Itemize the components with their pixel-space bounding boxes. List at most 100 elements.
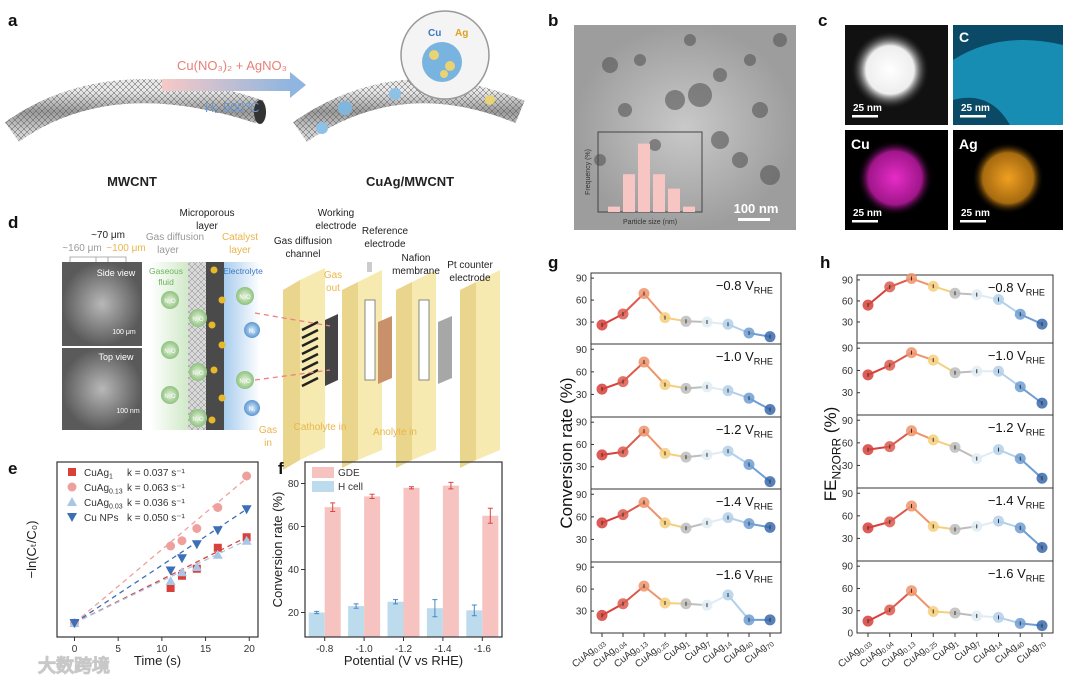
gaseous-fluid-1: Gaseous xyxy=(149,266,183,276)
legend-k: k = 0.036 s⁻¹ xyxy=(127,498,185,509)
panel-f-chart: f -0.8 -1.0 -1.2 -1.4 -1.6 20 40 60 80 Potential (… xyxy=(270,459,503,668)
top-scale-label: 100 nm xyxy=(116,408,140,415)
gdl-label-1: Gas diffusion xyxy=(146,232,204,243)
n2o-label: N₂O xyxy=(192,417,204,423)
sem-side-view xyxy=(62,262,142,346)
panel-a: a MWCNT Cu(NO₃)₂ + AgNO₃ H₂ 500℃ Cu Ag C… xyxy=(5,10,525,189)
data-point xyxy=(192,524,202,533)
bar-h-cell xyxy=(387,601,404,637)
n2o-label: N₂O xyxy=(192,317,204,323)
nanoparticle xyxy=(665,90,685,110)
nanoparticle xyxy=(634,54,646,66)
y-tick-label: 30 xyxy=(576,462,588,473)
x-tick-label: CuAg70 xyxy=(1015,637,1048,668)
potential-label: −1.2 VRHE xyxy=(988,420,1045,437)
top-view-label: Top view xyxy=(98,352,134,362)
subplot: 30 60 90 −1.4 VRHE xyxy=(576,488,782,563)
catholyte-in-label: Catholyte in xyxy=(294,422,347,433)
microporous-label-1: Microporous xyxy=(179,208,234,219)
element-label: Cu xyxy=(851,136,870,152)
panel-label: f xyxy=(278,459,284,478)
thickness-gdl: ~160 μm xyxy=(62,243,101,254)
x-tick-label: CuAg70 xyxy=(743,637,776,668)
n2-molecule xyxy=(244,400,260,416)
data-point xyxy=(165,576,176,585)
bar-gde xyxy=(403,487,420,637)
n2-molecule xyxy=(244,322,260,338)
y-tick-label: 40 xyxy=(288,565,300,576)
mwcnt-tube-illustration xyxy=(5,79,266,142)
re-label-2: electrode xyxy=(364,239,406,250)
cu-map-tile: Cu 25 nm xyxy=(845,130,948,230)
n2o-molecule xyxy=(161,386,179,404)
gas-in-2: in xyxy=(264,438,272,449)
data-point xyxy=(166,584,175,592)
catalyst-particle xyxy=(218,341,226,349)
cuag-mwcnt-caption: CuAg/MWCNT xyxy=(366,174,454,189)
y-tick-label: 90 xyxy=(576,563,588,574)
n2o-molecule xyxy=(161,291,179,309)
gdc-label-2: channel xyxy=(285,249,320,260)
nanoparticle xyxy=(760,165,780,185)
pt-label-2: electrode xyxy=(449,273,491,284)
x-tick-label: -1.2 xyxy=(395,644,413,655)
gdc-label-1: Gas diffusion xyxy=(274,236,332,247)
y-tick-label: 90 xyxy=(842,489,854,500)
scale-bar xyxy=(738,218,770,221)
y-tick-label: 60 xyxy=(842,438,854,449)
panel-d: d ~70 μm ~160 μm ~100 μm Side view 100 μ… xyxy=(8,208,500,470)
x-axis-label: Time (s) xyxy=(134,653,181,668)
potential-label: −1.0 VRHE xyxy=(988,348,1045,365)
nanoparticle-inset: Cu Ag xyxy=(400,10,490,100)
panel-b: b Particle size (nm) Frequency (%) 100 n… xyxy=(548,11,796,230)
nanoparticle xyxy=(594,154,606,166)
n2o-molecule xyxy=(189,309,207,327)
panel-c: c 25 nm C 25 nm Cu 25 nm Ag 25 nm xyxy=(818,11,1063,230)
data-point xyxy=(176,567,187,577)
data-point xyxy=(212,526,223,536)
data-point xyxy=(166,541,176,551)
y-tick-label: 30 xyxy=(842,461,854,472)
y-tick-label: 30 xyxy=(842,534,854,545)
scale-label: 25 nm xyxy=(853,103,882,114)
y-tick-label: 90 xyxy=(576,418,588,429)
inset-ag-label: Ag xyxy=(455,28,468,39)
bar-gde xyxy=(482,515,499,637)
catalyst-particle xyxy=(210,266,218,274)
thickness-total: ~70 μm xyxy=(91,230,125,241)
histogram-bar xyxy=(683,206,695,212)
potential-label: −1.4 VRHE xyxy=(988,493,1045,510)
c-map-tile: C 25 nm xyxy=(953,25,1063,125)
nanoparticle xyxy=(649,139,661,151)
x-tick-label: -1.0 xyxy=(355,644,373,655)
catalyst-particle xyxy=(218,296,226,304)
arrow-head-icon xyxy=(290,72,306,98)
error-bar xyxy=(471,604,477,617)
data-point xyxy=(241,535,252,545)
bar-gde xyxy=(364,496,381,637)
y-tick-label: 30 xyxy=(576,318,588,329)
n2o-molecule xyxy=(161,341,179,359)
error-bar xyxy=(448,481,454,490)
scale-bar-label: 100 nm xyxy=(734,201,779,216)
data-point xyxy=(176,554,187,564)
catalyst-particle xyxy=(208,321,216,329)
legend-swatch xyxy=(312,481,334,492)
n2o-label: N₂O xyxy=(239,295,251,301)
condition-label: H₂ 500℃ xyxy=(205,100,259,115)
bar-h-cell xyxy=(348,606,365,637)
panel-e-chart: e 0 5 10 15 20 Time (s) −ln(Cₜ/C₀) CuAg1 k = 0.03… xyxy=(8,459,259,668)
bar-h-cell xyxy=(308,612,325,637)
y-axis-label: Conversion rate (%) xyxy=(270,492,285,608)
y-tick-label: 30 xyxy=(576,535,588,546)
catalyst-particle xyxy=(218,394,226,402)
tem-image xyxy=(574,25,796,230)
y-tick-label: 60 xyxy=(842,584,854,595)
y-tick-label: 60 xyxy=(842,511,854,522)
sem-top-view xyxy=(62,348,142,430)
y-axis-label: −ln(Cₜ/C₀) xyxy=(24,521,39,579)
legend-name: CuAg1 xyxy=(84,468,113,481)
data-point xyxy=(69,619,80,628)
x-tick-label: 0 xyxy=(72,644,78,655)
